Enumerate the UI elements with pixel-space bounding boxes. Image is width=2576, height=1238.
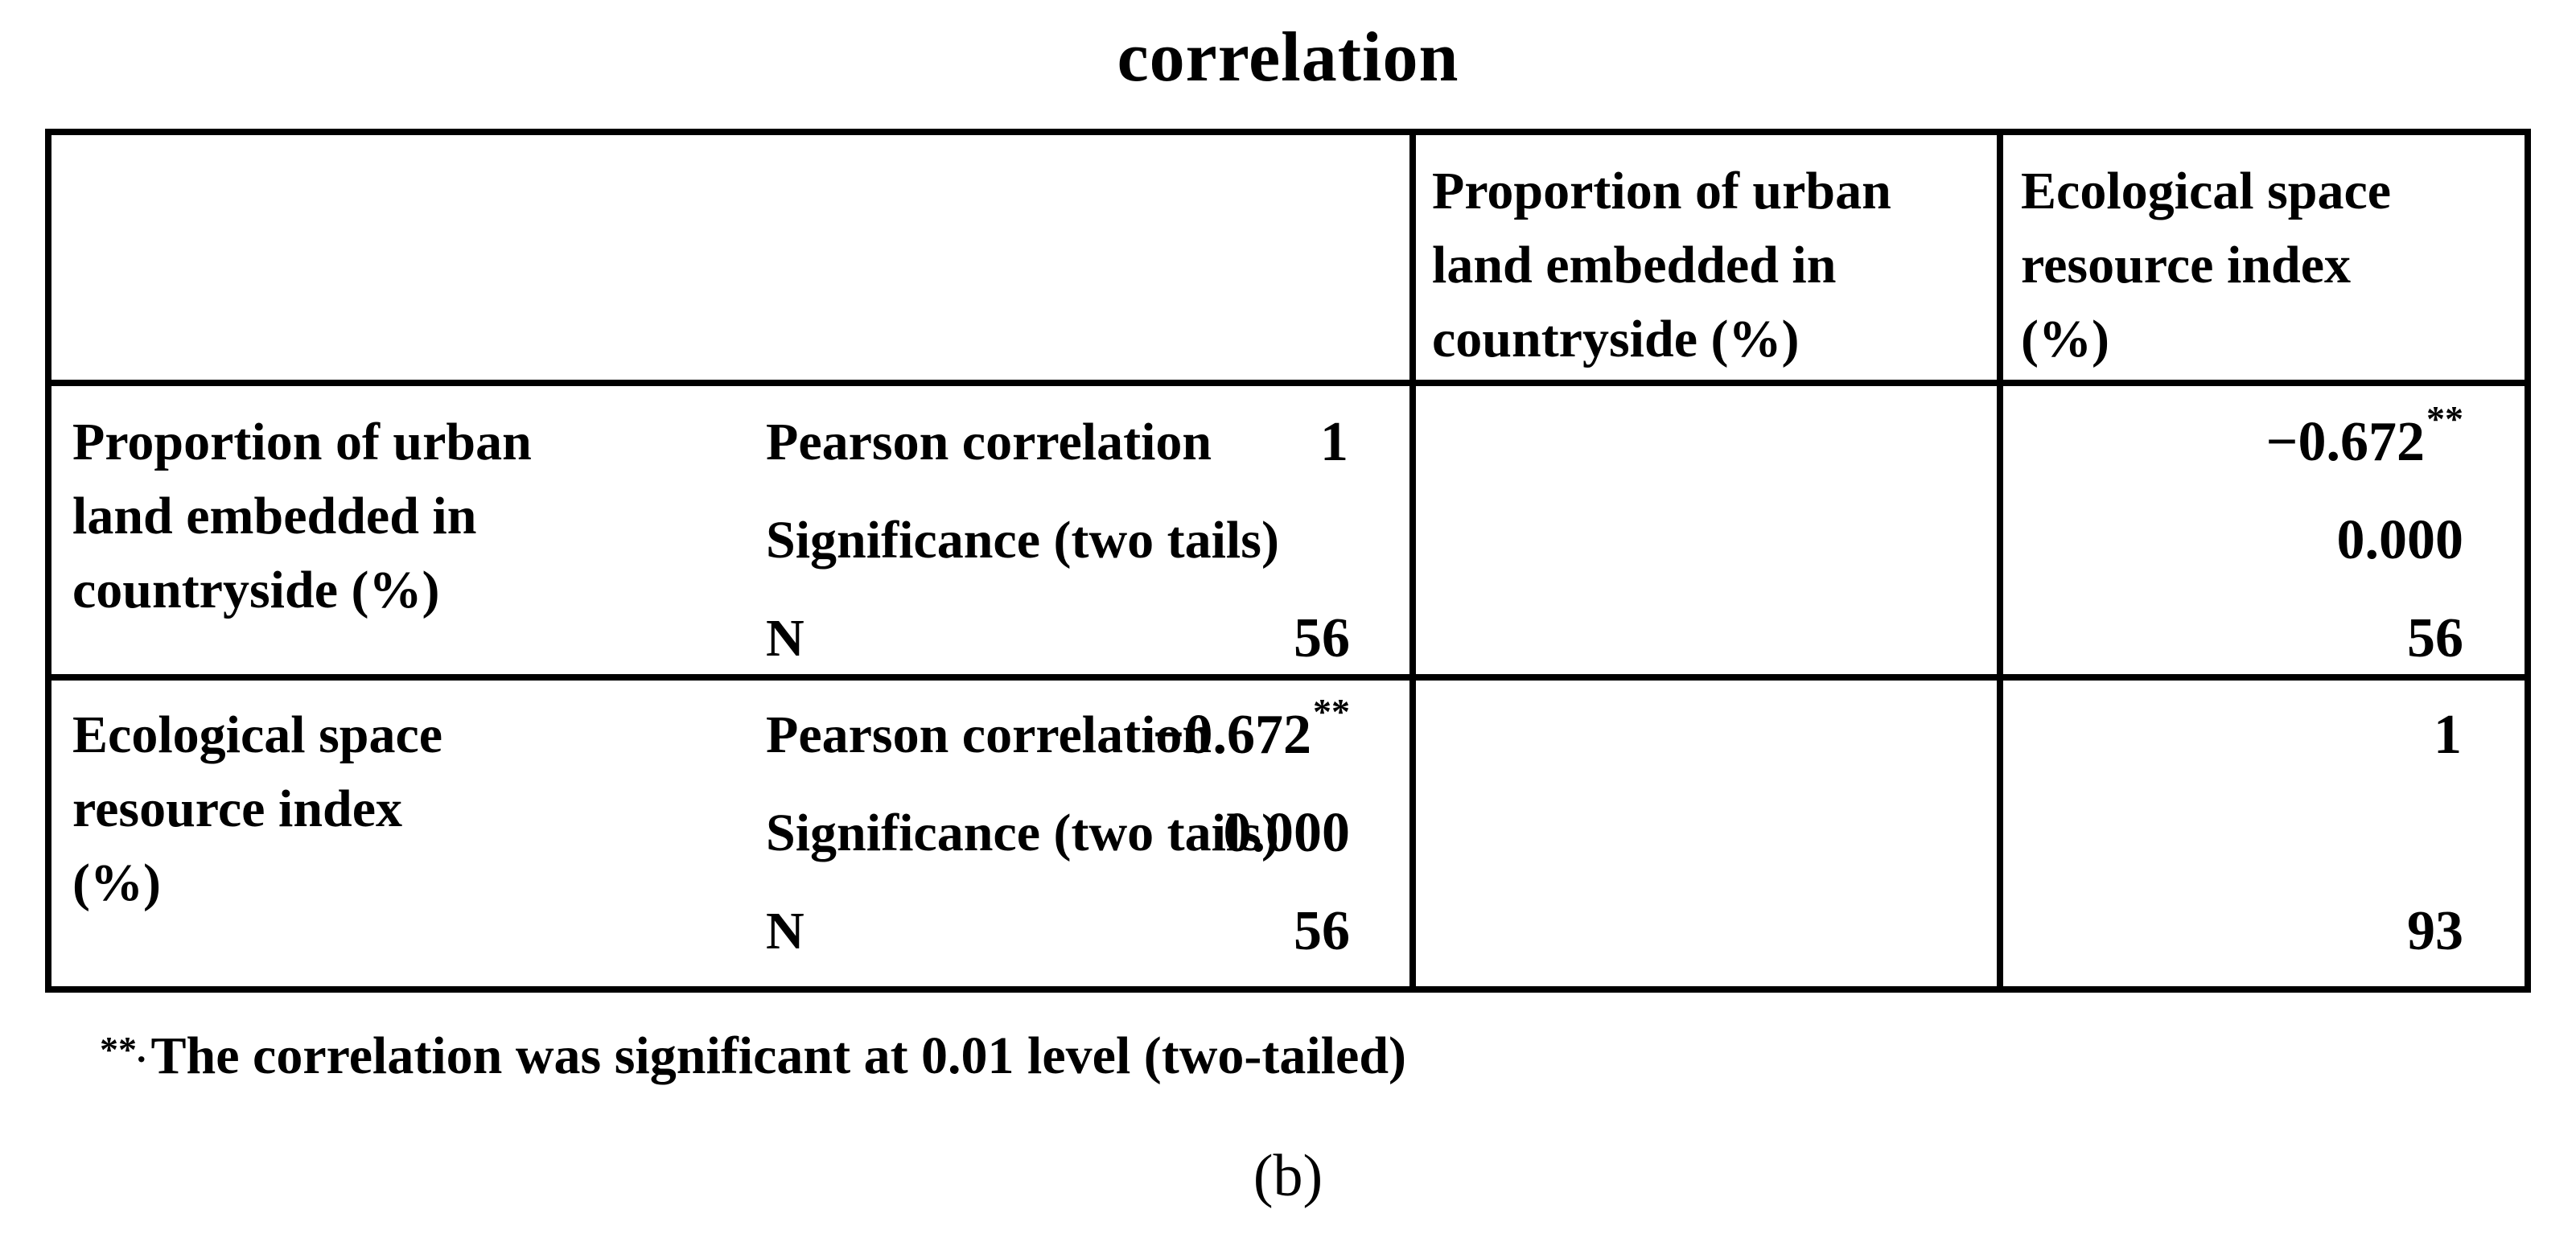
stat-label-pearson: Pearson correlation (766, 705, 1212, 764)
cell-value: 93 (2407, 900, 2463, 962)
cell-value: −0.672** (2265, 398, 2463, 473)
column-header-ecological-index: Ecological space resource index (%) (2021, 162, 2392, 368)
row-label-urban-land: Proportion of urban land embedded in cou… (72, 413, 532, 619)
row-label-ecological-index: Ecological space resource index (%) (72, 705, 443, 912)
stat-label-n: N (766, 902, 804, 960)
table-footnote: **.The correlation was significant at 0.… (100, 1020, 1406, 1097)
cell-value: −0.672** (1152, 691, 1350, 766)
cell-value: 1 (2434, 704, 2462, 766)
correlation-table: Proportion of urban land embedded in cou… (45, 129, 2531, 993)
column-divider-2 (1997, 135, 2003, 986)
row-divider (51, 674, 2525, 681)
stat-label-significance: Significance (two tails) (766, 804, 1279, 862)
column-header-urban-land: Proportion of urban land embedded in cou… (1432, 162, 1891, 368)
header-divider (51, 380, 2525, 386)
cell-value: 56 (2407, 607, 2463, 669)
stat-label-pearson: Pearson correlation (766, 413, 1212, 471)
column-divider-1 (1409, 135, 1416, 986)
cell-value: 0.000 (2336, 509, 2464, 571)
cell-value: 56 (1294, 607, 1350, 669)
cell-value: 0.000 (1223, 802, 1351, 864)
footnote-mark: **. (100, 1029, 146, 1070)
stat-label-n: N (766, 609, 804, 668)
table-title: correlation (1117, 19, 1459, 97)
cell-value: 56 (1294, 900, 1350, 962)
cell-value: 1 (1320, 411, 1348, 473)
stat-label-significance: Significance (two tails) (766, 511, 1279, 570)
panel-label: (b) (1253, 1143, 1323, 1209)
footnote-text: The correlation was significant at 0.01 … (150, 1026, 1407, 1085)
